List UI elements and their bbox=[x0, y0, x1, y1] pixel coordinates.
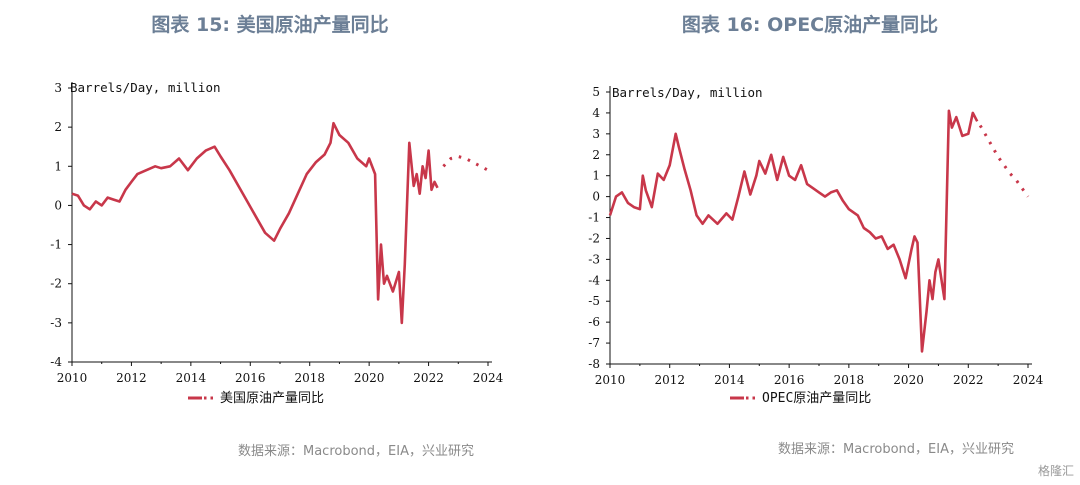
figure-16-source: 数据来源：Macrobond，EIA，兴业研究 bbox=[778, 442, 1014, 457]
x-tick-label: 2014 bbox=[714, 373, 745, 387]
unit-label: Barrels/Day, million bbox=[70, 80, 221, 95]
x-tick-label: 2014 bbox=[176, 371, 207, 385]
forecast-dotted-line bbox=[442, 154, 489, 172]
legend-label: OPEC原油产量同比 bbox=[762, 391, 871, 406]
figure-15-title: 图表 15: 美国原油产量同比 bbox=[151, 14, 389, 36]
figure-15-source: 数据来源：Macrobond，EIA，兴业研究 bbox=[238, 444, 474, 459]
y-tick-label: 0 bbox=[592, 190, 600, 204]
x-tick-label: 2012 bbox=[116, 371, 147, 385]
figure-16-chart: 5 4 3 2 1 0 -1 -2 -3 -4 -5 -6 -7 -8 2010 2012 2014 2016 20… bbox=[588, 85, 1044, 406]
unit-label: Barrels/Day, million bbox=[612, 85, 763, 100]
x-tick-label: 2022 bbox=[413, 371, 444, 385]
x-tick-label: 2018 bbox=[834, 373, 865, 387]
figure-16-panel: 图表 16: OPEC原油产量同比 5 4 3 2 1 0 -1 -2 -3 -4 -5 -6 -7 -8… bbox=[540, 0, 1080, 485]
x-tick-label: 2016 bbox=[774, 373, 805, 387]
x-tick-label: 2016 bbox=[235, 371, 266, 385]
x-tick-label: 2024 bbox=[473, 371, 504, 385]
y-tick-label: 1 bbox=[54, 159, 62, 173]
y-tick-label: 2 bbox=[54, 120, 62, 134]
y-tick-label: 1 bbox=[592, 169, 600, 183]
y-tick-label: -6 bbox=[588, 315, 600, 329]
y-tick-label: 4 bbox=[592, 106, 600, 120]
y-tick-label: -4 bbox=[588, 273, 600, 287]
watermark-logo: 格隆汇 bbox=[1037, 464, 1074, 478]
figure-15-chart: 3 2 1 0 -1 -2 -3 -4 2010 2012 2014 2016 2018 2020 2022… bbox=[50, 80, 504, 406]
x-tick-label: 2022 bbox=[953, 373, 984, 387]
legend-label: 美国原油产量同比 bbox=[220, 391, 324, 406]
y-tick-label: -3 bbox=[50, 316, 62, 330]
x-tick-label: 2020 bbox=[893, 373, 924, 387]
y-tick-label: 3 bbox=[592, 127, 600, 141]
y-tick-label: 3 bbox=[54, 81, 62, 95]
y-tick-label: 5 bbox=[592, 85, 600, 99]
series-line bbox=[608, 109, 979, 353]
y-tick-label: -5 bbox=[588, 294, 600, 308]
forecast-dotted-line bbox=[978, 124, 1030, 198]
x-tick-label: 2018 bbox=[294, 371, 325, 385]
y-tick-label: -2 bbox=[588, 231, 600, 245]
y-tick-label: -3 bbox=[588, 252, 600, 266]
x-tick-label: 2024 bbox=[1013, 373, 1044, 387]
x-tick-label: 2010 bbox=[595, 373, 626, 387]
y-tick-label: -2 bbox=[50, 277, 62, 291]
series-line bbox=[71, 121, 439, 325]
x-tick-label: 2012 bbox=[654, 373, 685, 387]
y-tick-label: -8 bbox=[588, 357, 600, 371]
x-tick-label: 2020 bbox=[354, 371, 385, 385]
figure-16-title: 图表 16: OPEC原油产量同比 bbox=[681, 14, 939, 36]
y-tick-label: -4 bbox=[50, 355, 62, 369]
x-tick-label: 2010 bbox=[57, 371, 88, 385]
y-tick-label: -7 bbox=[588, 336, 600, 350]
figure-15-panel: 图表 15: 美国原油产量同比 3 2 1 0 -1 -2 -3 -4 2010 2012 2014… bbox=[50, 14, 504, 459]
y-tick-label: 0 bbox=[54, 198, 62, 212]
y-tick-label: -1 bbox=[588, 211, 600, 225]
y-tick-label: 2 bbox=[592, 148, 600, 162]
y-tick-label: -1 bbox=[50, 238, 62, 252]
